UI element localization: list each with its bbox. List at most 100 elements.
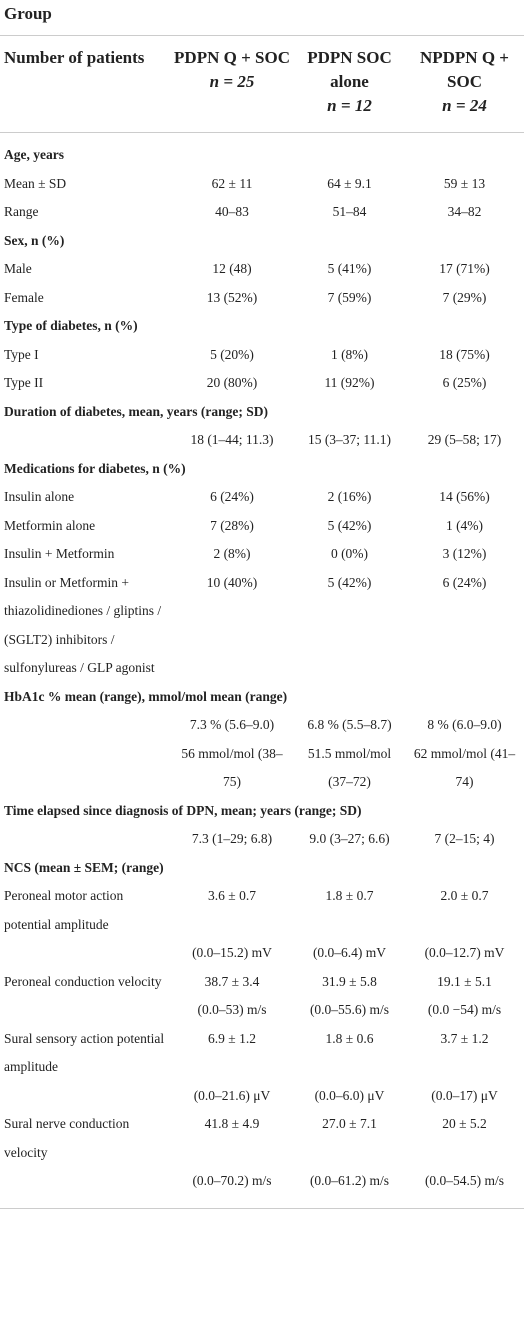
cell: 6.9 ± 1.2 xyxy=(208,1030,256,1046)
section-label: Age, years xyxy=(4,147,64,162)
cell: 15 (3–37; 11.1) xyxy=(307,432,392,447)
data-row: (0.0–70.2) m/s (0.0–61.2) m/s (0.0–54.5) m… xyxy=(0,1167,524,1208)
row-label: Male xyxy=(4,261,32,276)
section-label: Sex, n (%) xyxy=(4,232,65,248)
cell: 56 mmol/mol (38–75) xyxy=(181,745,283,790)
cell: 20 ± 5.2 xyxy=(442,1116,487,1131)
cell: 3 (12%) xyxy=(442,546,487,561)
cell: (0.0–6.0) μV xyxy=(314,1087,385,1103)
data-row: 7.3 (1–29; 6.8) 9.0 (3–27; 6.6) 7 (2–15; 4… xyxy=(0,825,524,854)
cell: (0.0–17) μV xyxy=(431,1087,498,1103)
header-row: Number of patients PDPN Q + SOC n = 25 PDP… xyxy=(0,36,524,133)
row-label: Peroneal motor action potential amplitud… xyxy=(4,888,124,932)
column-name: NPDPN Q + SOC xyxy=(419,48,509,91)
data-row: Metformin alone 7 (28%) 5 (42%) 1 (4%) xyxy=(0,512,524,541)
cell: 6 (24%) xyxy=(210,489,254,504)
cell: 5 (42%) xyxy=(327,574,372,590)
data-row: (0.0–15.2) mV (0.0–6.4) mV (0.0–12.7) mV xyxy=(0,939,524,968)
cell: 11 (92%) xyxy=(324,375,375,390)
data-row: 18 (1–44; 11.3) 15 (3–37; 11.1) 29 (5–58; … xyxy=(0,426,524,455)
cell: (0.0–70.2) m/s xyxy=(192,1173,272,1188)
cell: 19.1 ± 5.1 xyxy=(437,973,492,989)
cell: 1 (8%) xyxy=(330,346,369,362)
section-row: Time elapsed since diagnosis of DPN, mea… xyxy=(0,797,524,826)
cell: 7 (29%) xyxy=(442,289,487,305)
cell: (0.0–54.5) m/s xyxy=(424,1173,505,1188)
data-row: Insulin or Metformin + thiazolidinedione… xyxy=(0,569,524,683)
row-label: Sural sensory action potential amplitude xyxy=(4,1030,165,1075)
cell: 31.9 ± 5.8 xyxy=(322,973,377,989)
row-label: Insulin or Metformin + thiazolidinedione… xyxy=(4,574,162,676)
table-head: Number of patients PDPN Q + SOC n = 25 PDP… xyxy=(0,36,524,133)
data-row: Sural nerve conduction velocity 41.8 ± 4.… xyxy=(0,1110,524,1167)
section-label: Duration of diabetes, mean, years (range… xyxy=(4,403,268,419)
cell: (0.0–12.7) mV xyxy=(424,945,505,960)
cell: (0.0–6.4) mV xyxy=(312,945,387,960)
data-row: Range 40–83 51–84 34–82 xyxy=(0,198,524,227)
section-label: NCS (mean ± SEM; (range) xyxy=(4,859,164,875)
row-label: Range xyxy=(4,204,39,219)
cell: (0.0–53) m/s xyxy=(197,1002,267,1017)
data-row: (0.0–53) m/s (0.0–55.6) m/s (0.0 −54) m/s xyxy=(0,996,524,1025)
table: Number of patients PDPN Q + SOC n = 25 PDP… xyxy=(0,36,524,1209)
cell: 5 (42%) xyxy=(327,517,372,533)
data-row: 56 mmol/mol (38–75) 51.5 mmol/mol (37–72)… xyxy=(0,740,524,797)
row-label-empty xyxy=(0,825,170,854)
section-row: Duration of diabetes, mean, years (range… xyxy=(0,398,524,427)
data-row: Sural sensory action potential amplitude… xyxy=(0,1025,524,1082)
section-label: HbA1c % mean (range), mmol/mol mean (ran… xyxy=(4,688,288,704)
data-row: Type I 5 (20%) 1 (8%) 18 (75%) xyxy=(0,341,524,370)
section-row: Age, years xyxy=(0,133,524,170)
column-count: n = 24 xyxy=(442,96,487,115)
row-label: Female xyxy=(4,289,44,305)
cell: 18 (75%) xyxy=(439,346,490,362)
cell: 1.8 ± 0.6 xyxy=(325,1030,374,1046)
section-row: NCS (mean ± SEM; (range) xyxy=(0,854,524,883)
column-header: PDPN Q + SOC n = 25 xyxy=(170,36,294,133)
row-label: Sural nerve conduction velocity xyxy=(4,1116,130,1160)
column-name: PDPN Q + SOC xyxy=(174,48,290,67)
column-count: n = 12 xyxy=(327,96,372,115)
column-header: PDPN SOC alone n = 12 xyxy=(294,36,405,133)
section-row: Type of diabetes, n (%) xyxy=(0,312,524,341)
section-row: Medications for diabetes, n (%) xyxy=(0,455,524,484)
cell: 41.8 ± 4.9 xyxy=(204,1116,260,1131)
data-row: Male 12 (48) 5 (41%) 17 (71%) xyxy=(0,255,524,284)
cell: 59 ± 13 xyxy=(443,175,486,191)
cell: 34–82 xyxy=(447,204,482,219)
row-label-empty xyxy=(0,1167,170,1208)
column-header: NPDPN Q + SOC n = 24 xyxy=(405,36,524,133)
cell: 0 (0%) xyxy=(330,546,369,561)
cell: 5 (20%) xyxy=(210,346,254,362)
cell: 7.3 % (5.6–9.0) xyxy=(189,717,275,732)
cell: 1.8 ± 0.7 xyxy=(325,888,374,903)
column-name: PDPN SOC alone xyxy=(307,48,392,91)
cell: 17 (71%) xyxy=(439,261,490,276)
data-row: 7.3 % (5.6–9.0) 6.8 % (5.5–8.7) 8 % (6.0–9… xyxy=(0,711,524,740)
row-label-empty xyxy=(0,740,170,797)
cell: 14 (56%) xyxy=(439,489,490,504)
cell: 29 (5–58; 17) xyxy=(427,432,502,447)
cell: (0.0–55.6) m/s xyxy=(309,1002,390,1017)
cell: (0.0 −54) m/s xyxy=(427,1002,502,1017)
cell: 5 (41%) xyxy=(327,261,372,276)
column-count: n = 25 xyxy=(209,72,255,91)
row-label-empty xyxy=(0,996,170,1025)
cell: 10 (40%) xyxy=(206,574,258,590)
cell: (0.0–21.6) μV xyxy=(193,1087,271,1103)
cell: 8 % (6.0–9.0) xyxy=(427,717,502,732)
cell: 40–83 xyxy=(215,204,249,219)
row-label: Metformin alone xyxy=(4,517,96,533)
row-label-empty xyxy=(0,1082,170,1111)
data-row: Insulin + Metformin 2 (8%) 0 (0%) 3 (12%) xyxy=(0,540,524,569)
data-row: Peroneal conduction velocity 38.7 ± 3.4 31… xyxy=(0,968,524,997)
cell: 3.7 ± 1.2 xyxy=(440,1030,489,1046)
cell: 6 (24%) xyxy=(442,574,487,590)
row-label-empty xyxy=(0,939,170,968)
data-row: Mean ± SD 62 ± 11 64 ± 9.1 59 ± 13 xyxy=(0,170,524,199)
cell: 2 (16%) xyxy=(327,489,372,504)
row-label-empty xyxy=(0,711,170,740)
cell: 51.5 mmol/mol (37–72) xyxy=(307,745,392,790)
cell: 13 (52%) xyxy=(206,289,258,305)
